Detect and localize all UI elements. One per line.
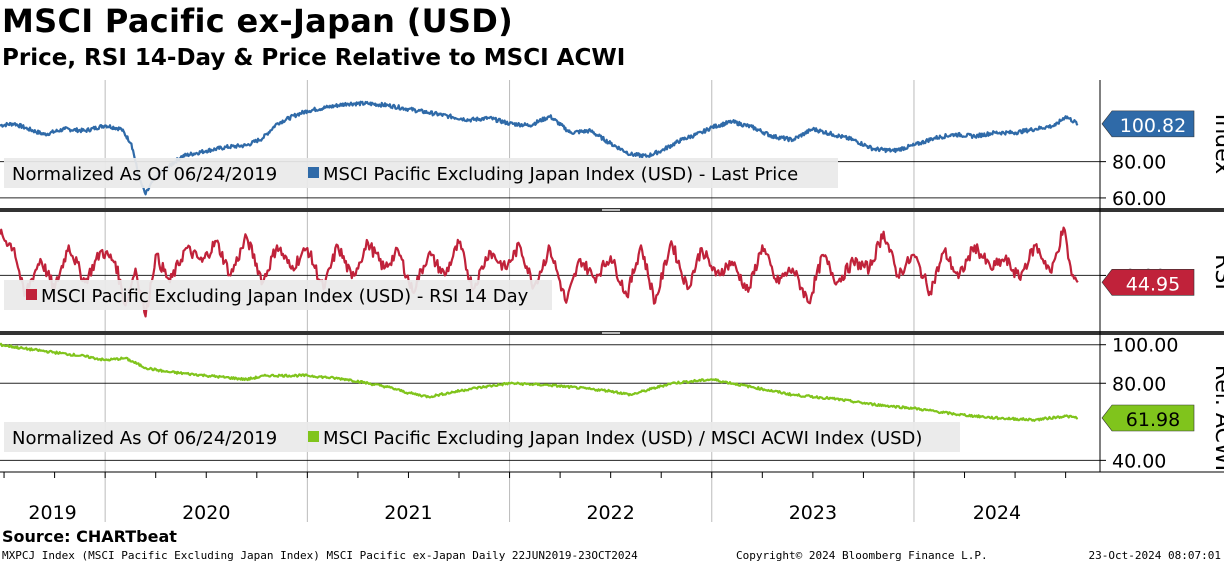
- y-tick-label: 60.00: [1112, 188, 1166, 210]
- y-tick-label: 80.00: [1112, 152, 1166, 174]
- legend-label: MSCI Pacific Excluding Japan Index (USD)…: [323, 428, 922, 449]
- axis-title: Index: [1210, 114, 1224, 175]
- x-tick-label: 2019: [28, 502, 76, 524]
- x-tick-label: 2021: [384, 502, 432, 524]
- axis-title: RSI: [1210, 254, 1224, 290]
- axis-title: Rel. ACWI: [1210, 365, 1224, 471]
- x-tick-label: 2020: [182, 502, 230, 524]
- chart-title: MSCI Pacific ex-Japan (USD): [2, 2, 514, 40]
- last-value-label: 100.82: [1120, 115, 1186, 137]
- source-note: Source: CHARTbeat: [2, 527, 177, 546]
- legend-swatch: [308, 167, 319, 178]
- series-line: [0, 226, 1079, 318]
- legend-label: MSCI Pacific Excluding Japan Index (USD)…: [323, 164, 798, 185]
- last-value-tag: [1101, 404, 1195, 432]
- last-value-tag: [1101, 110, 1195, 138]
- y-tick-label: 40.00: [1112, 450, 1166, 472]
- legend-note: Normalized As Of 06/24/2019: [12, 164, 277, 185]
- x-tick-label: 2022: [586, 502, 634, 524]
- x-tick-label: 2023: [789, 502, 837, 524]
- legend-box: [4, 158, 838, 188]
- panel-separator-handle: [602, 332, 620, 334]
- legend-swatch: [26, 289, 37, 300]
- footer-timestamp: 23-Oct-2024 08:07:01: [1088, 549, 1221, 562]
- last-value-tag: [1101, 269, 1195, 296]
- legend-label: MSCI Pacific Excluding Japan Index (USD)…: [41, 286, 529, 307]
- last-value-label: 61.98: [1126, 409, 1180, 431]
- footer-ticker-info: MXPCJ Index (MSCI Pacific Excluding Japa…: [2, 549, 638, 562]
- chart-subtitle: Price, RSI 14-Day & Price Relative to MS…: [2, 45, 626, 71]
- legend-box: [4, 280, 552, 310]
- series-line: [0, 342, 1079, 422]
- series-line: [0, 100, 1079, 196]
- legend-box: [4, 422, 960, 452]
- legend-swatch: [308, 431, 319, 442]
- y-tick-label: 80.00: [1112, 373, 1166, 395]
- footer-copyright: Copyright© 2024 Bloomberg Finance L.P.: [736, 549, 988, 562]
- y-tick-label: 100.00: [1112, 335, 1178, 357]
- legend-note: Normalized As Of 06/24/2019: [12, 428, 277, 449]
- x-tick-label: 2024: [973, 502, 1021, 524]
- panel-separator-handle: [602, 209, 620, 211]
- last-value-label: 44.95: [1126, 273, 1180, 295]
